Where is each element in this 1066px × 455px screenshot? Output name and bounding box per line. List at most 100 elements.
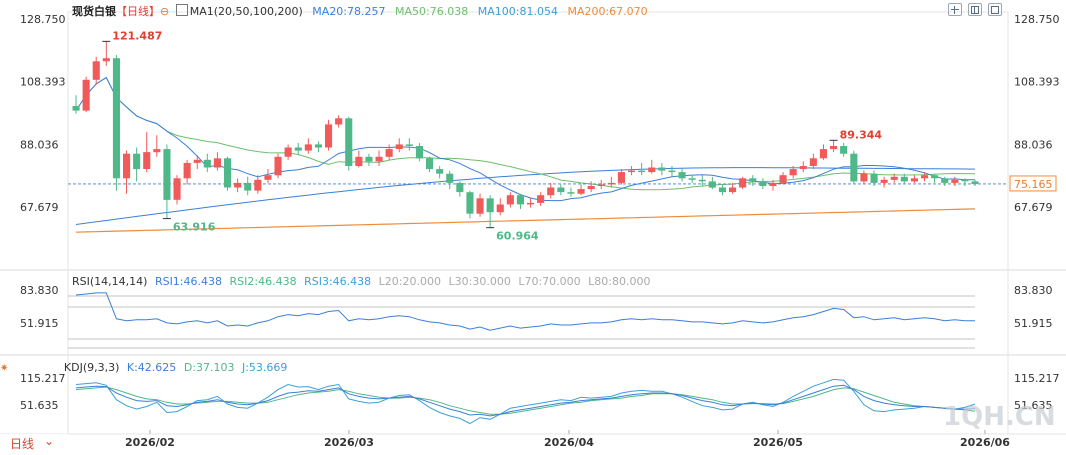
x-axis-label: 2026/05 xyxy=(753,436,803,449)
candle-body xyxy=(607,182,615,185)
candle-body xyxy=(678,172,686,179)
rsi2-label: RSI2:46.438 xyxy=(229,275,297,288)
ma1-label: MA1(20,50,100,200) xyxy=(189,5,303,18)
ma100-line xyxy=(75,167,976,225)
candle-body xyxy=(961,179,969,182)
candle-body xyxy=(799,166,807,170)
candle-body xyxy=(941,178,949,183)
kdj-tick-right: 115.217 xyxy=(1014,372,1060,385)
ma50-line xyxy=(75,76,976,191)
candle-body xyxy=(476,198,484,214)
candle-body xyxy=(759,181,767,186)
settings-icon[interactable]: ⊖ xyxy=(160,5,170,18)
kdj-settings-icon[interactable]: ✷ xyxy=(0,363,9,374)
candle-body xyxy=(244,182,252,191)
j-label: J:53.669 xyxy=(241,361,288,374)
instrument-name: 现货白银 xyxy=(72,5,116,18)
candle-body xyxy=(335,118,343,125)
candle-body xyxy=(264,175,272,180)
candle-body xyxy=(617,172,625,183)
candle-body xyxy=(567,192,575,194)
current-price-box xyxy=(1009,175,1057,192)
x-axis-label: 2026/04 xyxy=(544,436,594,449)
candle-body xyxy=(890,176,898,180)
candle-body xyxy=(153,149,161,153)
period-tab[interactable]: 日线 ⌄ xyxy=(0,434,68,452)
candle-body xyxy=(658,167,666,171)
candle-body xyxy=(971,181,979,184)
candle-body xyxy=(506,195,514,205)
candle-body xyxy=(537,195,545,203)
candle-body xyxy=(456,182,464,193)
price-tick-right: 67.679 xyxy=(1014,201,1053,214)
period-label[interactable]: 【日线】 xyxy=(116,5,160,18)
price-tick-left: 67.679 xyxy=(20,201,59,214)
candle-body xyxy=(739,178,747,188)
ma200-line xyxy=(75,208,976,233)
rsi3-label: RSI3:46.438 xyxy=(304,275,372,288)
candle-body xyxy=(638,170,646,173)
kdj-k-line xyxy=(75,384,976,417)
annotation-low2: 60.964 xyxy=(496,230,539,243)
candle-body xyxy=(466,192,474,214)
rsi-line xyxy=(75,292,975,331)
layout-icon[interactable] xyxy=(968,3,982,16)
candle-body xyxy=(395,144,403,149)
candle-body xyxy=(193,159,201,163)
candle-body xyxy=(698,179,706,182)
candle-body xyxy=(527,202,535,205)
candle-body xyxy=(840,146,848,154)
candle-body xyxy=(516,195,524,205)
rsi1-label: RSI1:46.438 xyxy=(154,275,223,288)
rsi-tick-left: 51.915 xyxy=(20,317,59,330)
candle-body xyxy=(213,158,221,168)
fullscreen-icon[interactable] xyxy=(988,3,1002,16)
candle-body xyxy=(325,124,333,148)
candle-body xyxy=(436,169,444,174)
watermark: 1QH.CN xyxy=(943,402,1056,432)
price-header: 现货白银【日线】⊖ MA1(20,50,100,200) MA20:78.257… xyxy=(72,3,648,19)
candle-body xyxy=(274,156,282,176)
chevron-down-icon: ⌄ xyxy=(44,434,55,448)
candle-body xyxy=(931,175,939,179)
candle-body xyxy=(133,153,141,170)
candle-body xyxy=(910,178,918,182)
candle-body xyxy=(628,170,636,173)
candle-body xyxy=(314,144,322,148)
candle-body xyxy=(729,187,737,193)
zoom-icon[interactable] xyxy=(948,3,962,16)
ma-settings-icon[interactable] xyxy=(175,4,188,16)
candle-body xyxy=(415,146,423,159)
candle-body xyxy=(830,146,838,150)
candle-body xyxy=(82,79,90,111)
candle-body xyxy=(446,173,454,183)
candle-body xyxy=(112,58,120,179)
candle-body xyxy=(951,179,959,183)
candle-body xyxy=(597,184,605,186)
candle-body xyxy=(345,118,353,166)
candle-body xyxy=(163,149,171,200)
candle-body xyxy=(921,175,929,179)
candle-body xyxy=(496,204,504,213)
rsi-tick-left: 83.830 xyxy=(20,284,59,297)
ma50-label: MA50:76.038 xyxy=(395,5,469,18)
rsi-tick-right: 51.915 xyxy=(1014,317,1053,330)
candle-body xyxy=(102,58,110,62)
candle-body xyxy=(284,147,292,157)
candle-body xyxy=(809,158,817,166)
candle-body xyxy=(688,178,696,180)
ma20-label: MA20:78.257 xyxy=(312,5,386,18)
candle-body xyxy=(375,156,383,162)
rsi-header: RSI(14,14,14) RSI1:46.438 RSI2:46.438 RS… xyxy=(72,275,650,288)
candle-body xyxy=(718,187,726,193)
candle-body xyxy=(224,158,232,188)
annotation-low1: 63.916 xyxy=(173,221,216,234)
candle-body xyxy=(900,176,908,182)
candle-body xyxy=(385,149,393,157)
candle-body xyxy=(183,162,191,179)
candle-body xyxy=(123,153,131,179)
candle-body xyxy=(870,173,878,183)
kdj-title: KDJ(9,3,3) xyxy=(63,361,120,374)
